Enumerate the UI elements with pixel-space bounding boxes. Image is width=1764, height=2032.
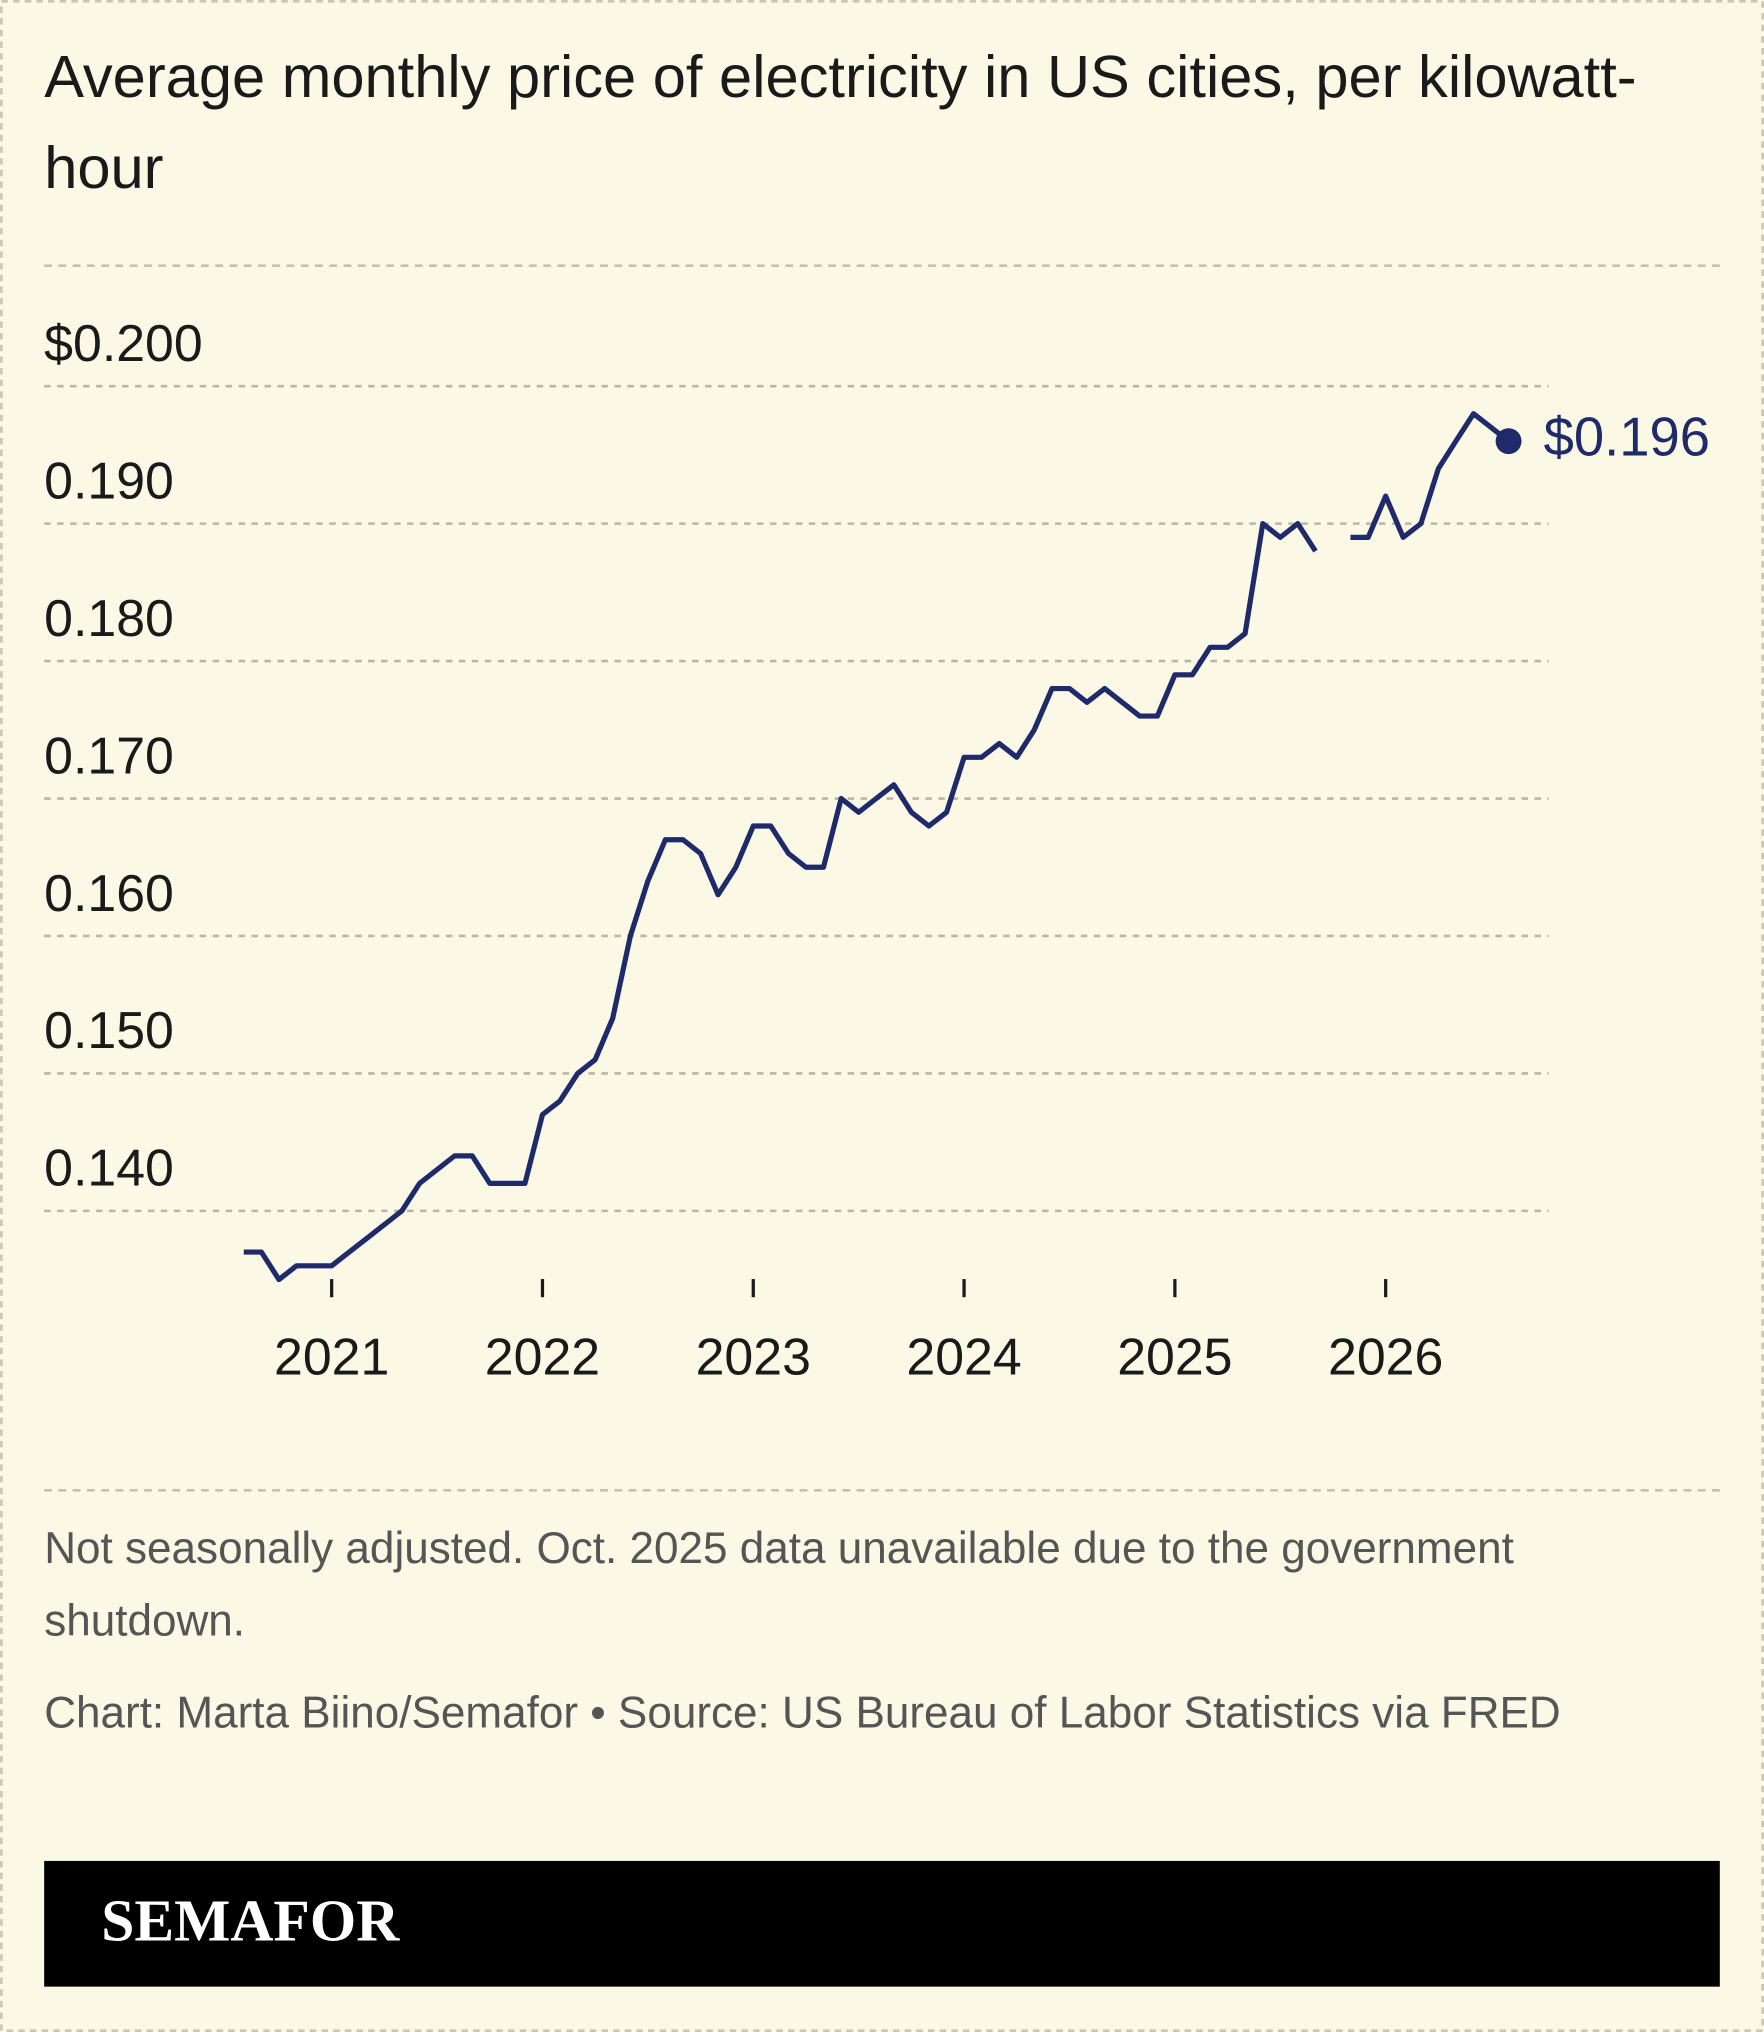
x-tick-label: 2023 (696, 1327, 811, 1385)
x-tick-label: 2026 (1328, 1327, 1443, 1385)
x-tick-label: 2025 (1117, 1327, 1232, 1385)
end-label: $0.196 (1544, 407, 1710, 468)
y-tick-label: 0.160 (44, 864, 174, 922)
y-tick-label: 0.150 (44, 1001, 174, 1059)
end-dot (1495, 428, 1522, 455)
source: Chart: Marta Biino/Semafor • Source: US … (44, 1688, 1561, 1738)
brand: SEMAFOR (101, 1888, 400, 1954)
y-tick-label: 0.180 (44, 589, 174, 647)
note: Not seasonally adjusted. Oct. 2025 data … (44, 1524, 1514, 1646)
y-tick-label: 0.140 (44, 1139, 174, 1197)
title-box: Average monthly price of electricity in … (44, 42, 1637, 201)
x-tick-label: 2024 (906, 1327, 1021, 1385)
y-tick-label: 0.170 (44, 726, 174, 784)
y-tick-label: $0.200 (44, 314, 203, 372)
note-box: Not seasonally adjusted. Oct. 2025 data … (44, 1524, 1514, 1646)
chart-title: Average monthly price of electricity in … (44, 42, 1637, 201)
x-tick-label: 2022 (485, 1327, 600, 1385)
source-box: Chart: Marta Biino/Semafor • Source: US … (44, 1688, 1561, 1738)
brand-bar (44, 1860, 1720, 1987)
x-tick-label: 2021 (274, 1327, 389, 1385)
series-line (243, 411, 1511, 1283)
y-tick-label: 0.190 (44, 451, 174, 509)
